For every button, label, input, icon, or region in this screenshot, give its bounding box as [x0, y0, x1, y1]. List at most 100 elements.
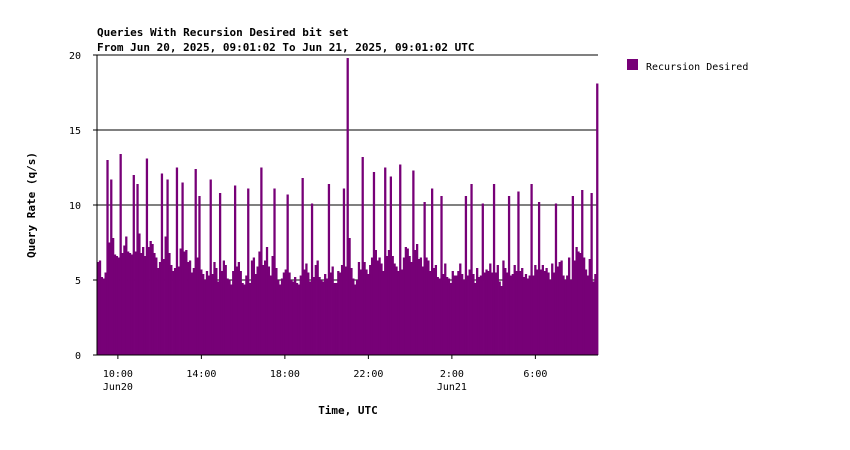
bar — [582, 257, 586, 355]
bar — [400, 269, 404, 355]
bar — [295, 283, 299, 355]
bar — [151, 244, 154, 355]
bar — [203, 280, 207, 355]
bar — [457, 271, 460, 355]
bar — [519, 271, 522, 355]
bar — [346, 58, 349, 355]
bar — [562, 275, 565, 355]
legend: Recursion Desired — [627, 59, 748, 73]
bar — [481, 203, 484, 355]
bar — [569, 280, 573, 355]
bar — [459, 263, 462, 355]
y-tick-label: 15 — [69, 126, 81, 137]
bar — [476, 268, 479, 355]
bar — [440, 196, 443, 355]
bar — [417, 259, 421, 355]
bar — [359, 269, 362, 355]
bar — [489, 263, 492, 355]
bar — [365, 269, 368, 355]
bar — [110, 179, 113, 355]
bar — [258, 251, 261, 355]
bar — [470, 184, 473, 355]
bar — [434, 265, 438, 355]
bar — [464, 196, 468, 355]
bar — [262, 265, 265, 355]
bar — [196, 257, 199, 355]
bar — [288, 272, 291, 355]
bar — [370, 257, 374, 355]
bar — [404, 247, 408, 355]
x-tick-label: 18:00 — [270, 369, 300, 380]
bar — [153, 253, 156, 355]
bar — [590, 193, 593, 355]
bar — [245, 275, 248, 355]
bar — [387, 250, 391, 355]
bar — [254, 274, 257, 355]
bar — [549, 280, 552, 355]
bar — [198, 196, 201, 355]
bar — [233, 185, 237, 355]
bar — [421, 266, 424, 355]
bar — [444, 263, 447, 355]
bar — [502, 260, 505, 355]
bar — [369, 265, 372, 355]
bar — [541, 265, 544, 355]
bar — [579, 253, 582, 355]
legend-label: Recursion Desired — [646, 62, 748, 73]
bar — [543, 271, 546, 355]
bar — [402, 257, 406, 355]
bar — [209, 179, 212, 355]
bar — [108, 242, 111, 355]
bar — [594, 274, 597, 355]
bar — [384, 167, 387, 355]
bar — [271, 256, 274, 355]
bar — [158, 262, 162, 355]
bar — [571, 196, 575, 355]
bar — [566, 275, 569, 355]
bar — [335, 283, 338, 355]
bar — [363, 262, 366, 355]
bar — [190, 272, 194, 355]
bar — [157, 268, 160, 355]
bar — [228, 280, 231, 355]
y-tick-label: 10 — [69, 201, 81, 212]
bar — [106, 160, 109, 355]
y-tick-labels: 0 5 10 15 20 — [69, 51, 97, 362]
bar — [536, 269, 539, 355]
bar — [372, 172, 376, 355]
bar — [309, 281, 312, 355]
bar — [256, 266, 259, 355]
bar — [442, 274, 445, 355]
bar — [410, 262, 413, 355]
bar — [226, 278, 229, 355]
bar — [200, 269, 203, 355]
bar — [380, 263, 383, 355]
bar — [294, 277, 297, 355]
series-bars — [97, 58, 599, 355]
bar — [286, 194, 289, 355]
bar — [305, 263, 308, 355]
bar — [140, 253, 143, 355]
bar — [340, 265, 344, 355]
bar — [354, 284, 357, 355]
bar — [128, 253, 132, 355]
bar — [194, 169, 197, 355]
bar — [235, 266, 239, 355]
bar — [399, 164, 402, 355]
bar — [264, 260, 267, 355]
bar — [320, 280, 323, 355]
bar — [558, 262, 561, 355]
bar — [526, 278, 529, 355]
bar — [337, 271, 340, 355]
chart-title: Queries With Recursion Desired bit set — [97, 26, 349, 39]
bar — [155, 257, 158, 355]
bar — [378, 257, 381, 355]
bar — [162, 259, 165, 355]
bar — [524, 274, 528, 355]
bar — [479, 275, 483, 355]
bar — [494, 272, 498, 355]
bar — [104, 272, 107, 355]
bar — [344, 266, 347, 355]
x-tick-label: 6:00 — [523, 369, 547, 380]
bar — [314, 265, 317, 355]
